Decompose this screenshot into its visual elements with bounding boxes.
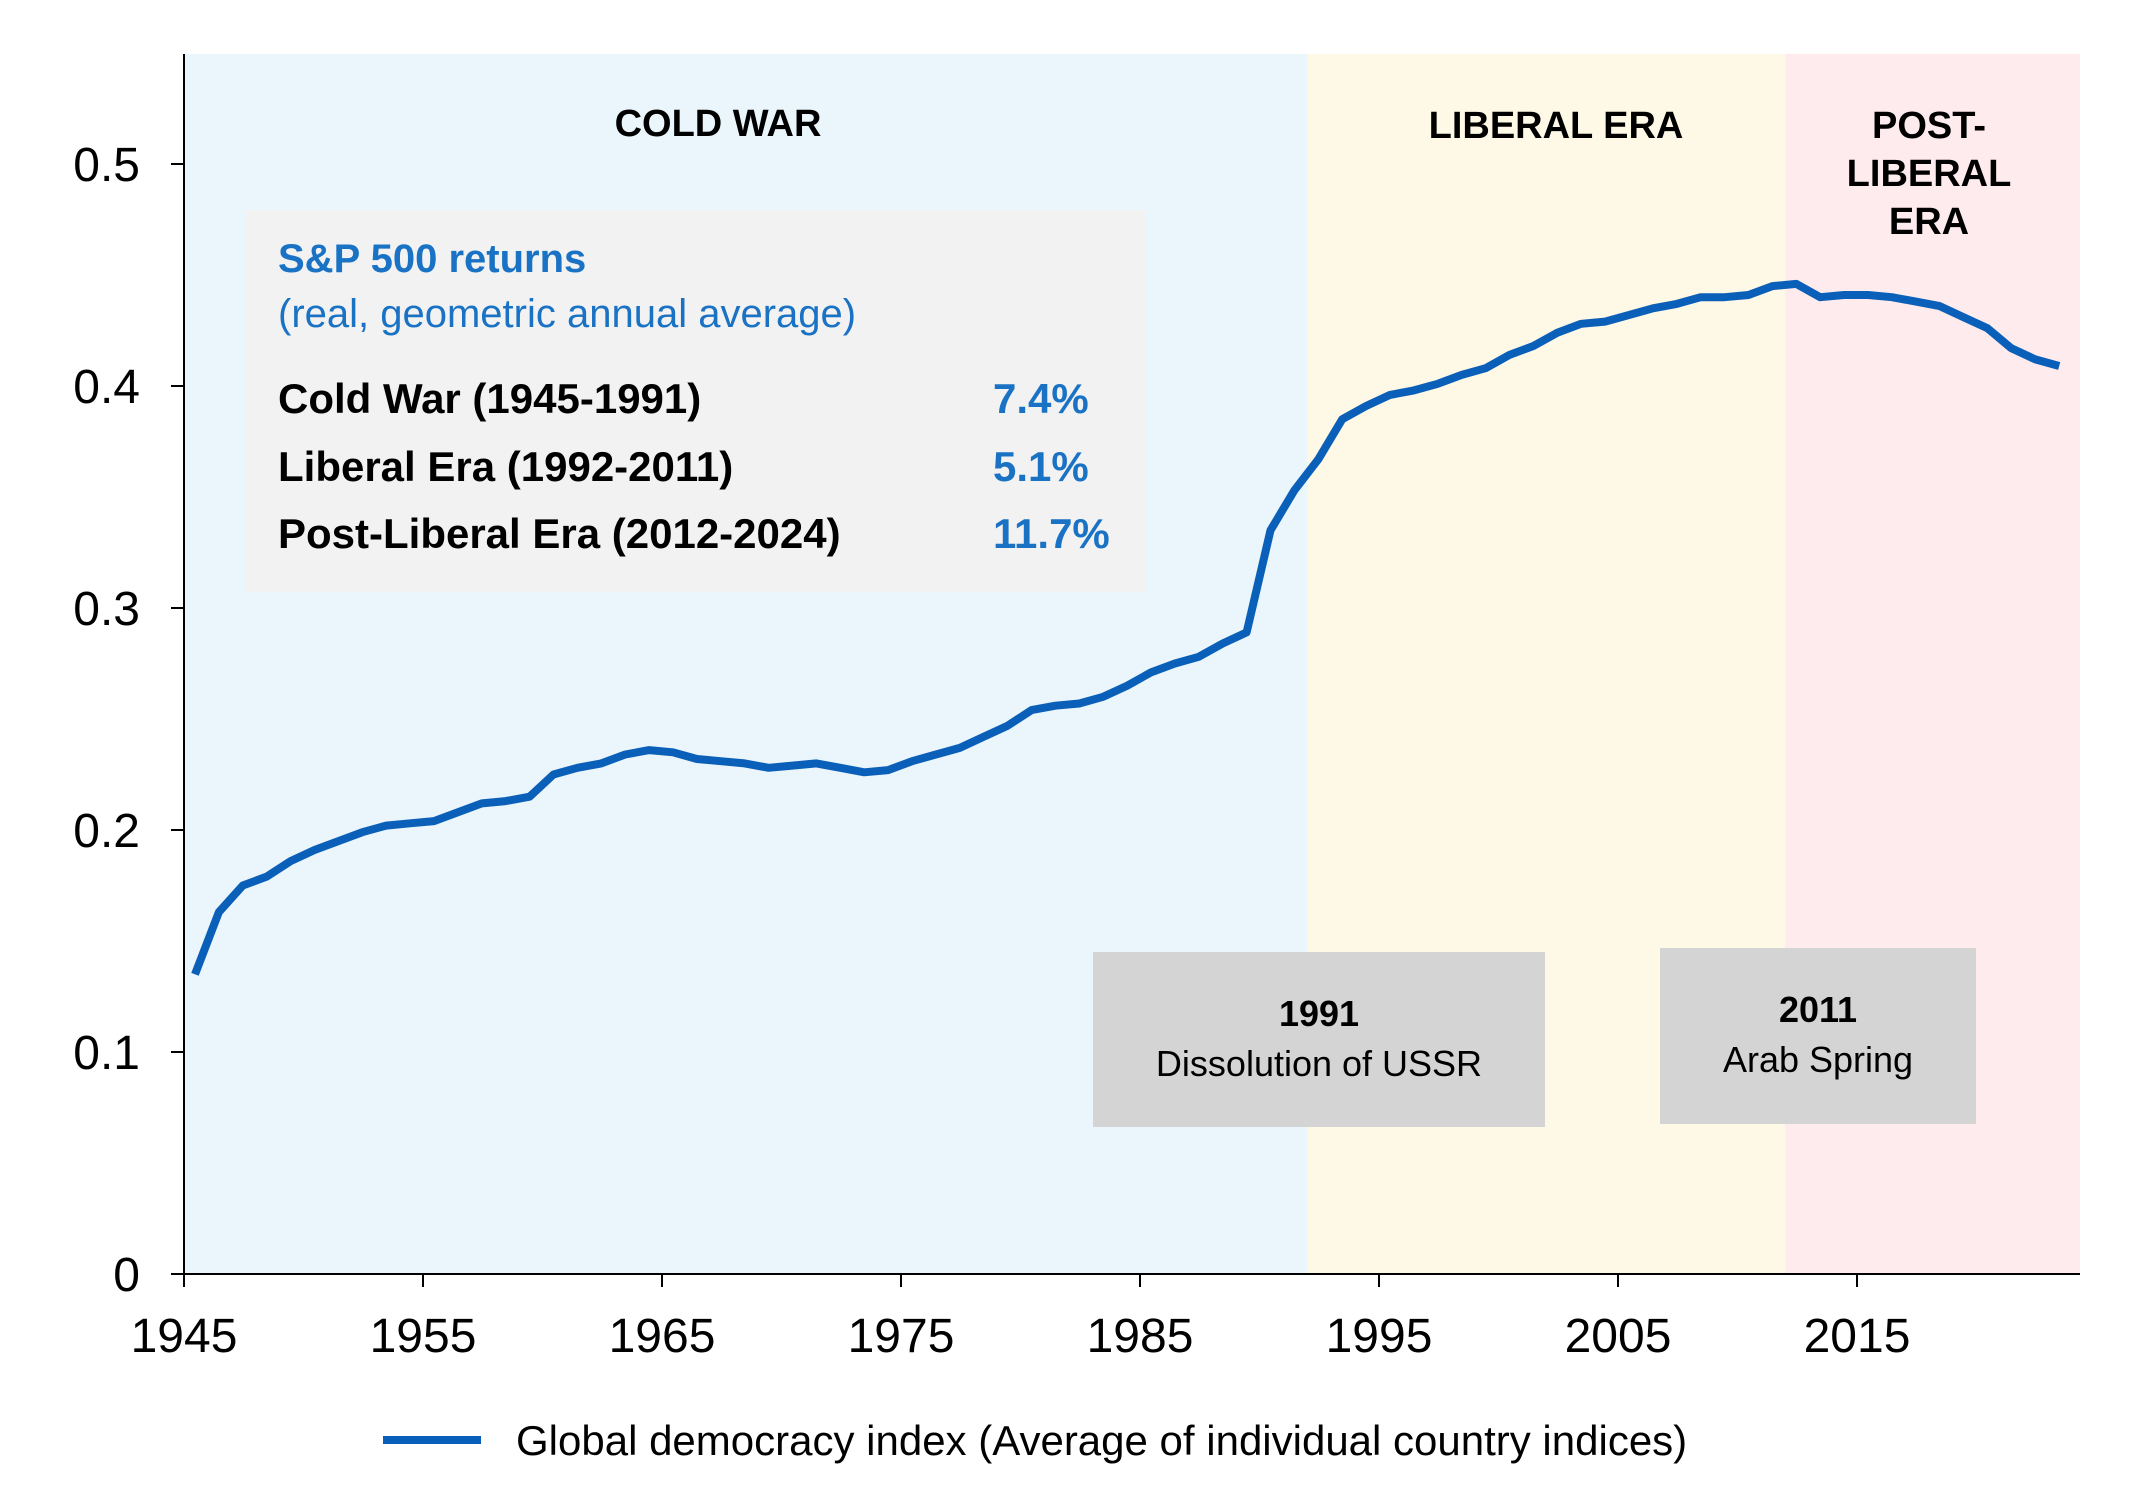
era-label-cold-war: COLD WAR — [615, 103, 822, 145]
democracy-index-line — [191, 279, 2061, 976]
era-labels: COLD WAR LIBERAL ERA POST- LIBERAL ERA — [615, 103, 2012, 243]
x-tick-label: 1975 — [848, 1310, 955, 1363]
info-row-label-liberal-era: Liberal Era (1992-2011) — [278, 443, 733, 490]
y-tick-label: 0.2 — [73, 805, 140, 858]
era-label-post-liberal-era-line-0: POST- — [1872, 105, 1986, 147]
event-box-2011-background — [1660, 948, 1976, 1124]
info-row-value-cold-war: 7.4% — [993, 375, 1089, 422]
info-box-background — [246, 210, 1146, 592]
info-box-subtitle: (real, geometric annual average) — [278, 292, 856, 336]
era-label-liberal-era: LIBERAL ERA — [1429, 105, 1684, 147]
info-row-value-post-liberal-era: 11.7% — [993, 510, 1110, 557]
x-tick-label: 2015 — [1804, 1310, 1911, 1363]
legend: Global democracy index (Average of indiv… — [383, 1417, 1687, 1464]
x-tick-label: 1965 — [609, 1310, 716, 1363]
event-box-1991-background — [1093, 952, 1545, 1127]
y-tick-label: 0 — [113, 1249, 140, 1302]
y-tick-label: 0.1 — [73, 1027, 140, 1080]
info-row-label-post-liberal-era: Post-Liberal Era (2012-2024) — [278, 510, 841, 557]
event-text-2011: Arab Spring — [1723, 1039, 1913, 1080]
event-year-2011: 2011 — [1779, 989, 1857, 1030]
era-label-post-liberal-era-line-1: LIBERAL — [1847, 153, 2012, 195]
x-tick-label: 1955 — [370, 1310, 477, 1363]
x-tick-label: 1995 — [1326, 1310, 1433, 1363]
y-tick-label: 0.3 — [73, 583, 140, 636]
y-axis-ticks: 0 0.1 0.2 0.3 0.4 0.5 — [73, 139, 184, 1302]
x-axis-ticks: 1945 1955 1965 1975 1985 1995 2005 2015 — [131, 1274, 1911, 1363]
event-text-1991: Dissolution of USSR — [1156, 1043, 1482, 1084]
event-box-2011: 2011 Arab Spring — [1660, 948, 1976, 1124]
x-tick-label: 1945 — [131, 1310, 238, 1363]
info-box-title: S&P 500 returns — [278, 237, 586, 281]
legend-label: Global democracy index (Average of indiv… — [516, 1417, 1687, 1464]
y-tick-label: 0.5 — [73, 139, 140, 192]
x-tick-label: 2005 — [1565, 1310, 1672, 1363]
sp500-info-box: S&P 500 returns (real, geometric annual … — [246, 210, 1146, 592]
info-row-value-liberal-era: 5.1% — [993, 443, 1089, 490]
event-year-1991: 1991 — [1279, 993, 1359, 1034]
era-label-post-liberal-era-line-2: ERA — [1889, 201, 1969, 243]
info-row-label-cold-war: Cold War (1945-1991) — [278, 375, 701, 422]
event-box-1991: 1991 Dissolution of USSR — [1093, 952, 1545, 1127]
y-tick-label: 0.4 — [73, 361, 140, 414]
x-tick-label: 1985 — [1087, 1310, 1194, 1363]
